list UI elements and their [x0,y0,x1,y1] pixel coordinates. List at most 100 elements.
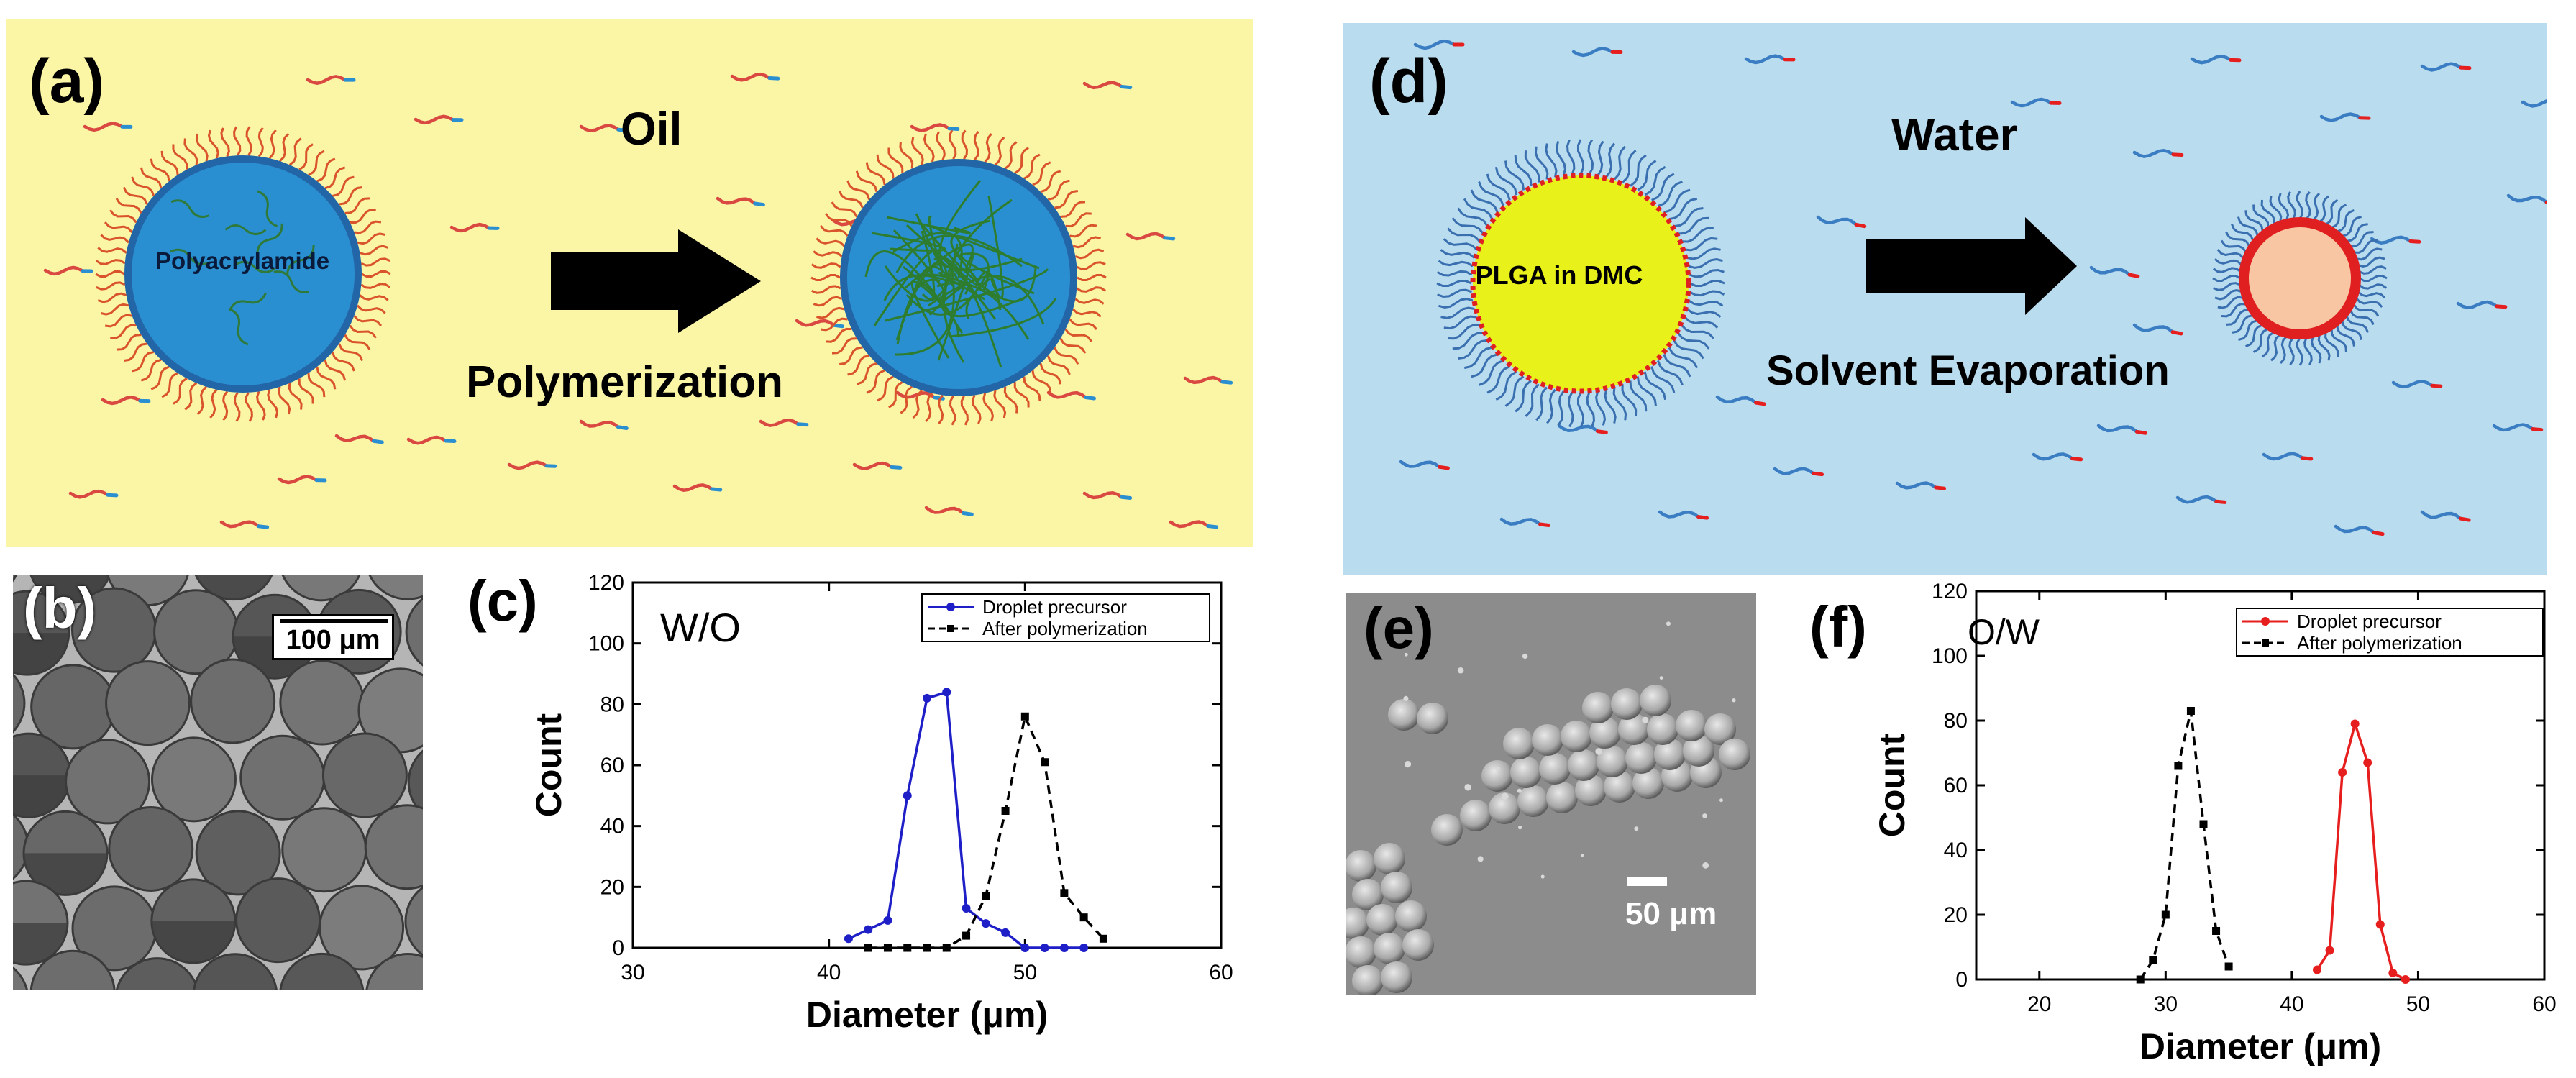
droplet-surfactant-tail [357,304,386,314]
plga-surfactant-tail [1457,207,1489,227]
microgel-surfactant-tail [1074,248,1105,260]
droplet-surfactant-tail [360,257,390,267]
droplet-surfactant-tail [173,378,188,405]
microsphere [1647,713,1678,745]
monomer-chain [273,270,309,293]
droplet [195,810,281,896]
legend-entry: After polymerization [2297,632,2462,654]
microgel-surfactant-tail [994,136,1005,166]
microgel-surfactant-tail [865,162,886,186]
droplet-surfactant-tail [104,314,132,328]
y-tick-label: 60 [1944,774,1968,798]
polymer-network-strand [938,180,1023,272]
microsphere-surfactant-tail [2237,319,2258,342]
droplet-surfactant-tail [324,166,346,190]
panel-e-sem-image: (e) 50 μm [1346,593,1756,995]
microgel-surfactant-tail [816,237,845,247]
microgel-surfactant-tail [825,213,853,227]
microgel-surfactant-tail [831,201,858,218]
microgel-surfactant-tail [888,381,903,408]
data-point [982,892,990,900]
microgel-surfactant-tail [984,133,992,163]
microgel-surfactant-tail [811,285,841,294]
plga-surfactant-tail [1463,198,1494,220]
data-point [2136,975,2145,984]
polymer-network-strand [895,234,1023,273]
microsphere [1683,735,1714,767]
plga-surfactant-tail [1515,380,1532,413]
polymer-network-strand [885,268,1049,322]
polymer-network-strand [895,262,959,341]
data-point [1001,807,1010,815]
plga-surfactant-tail [1681,227,1714,243]
legend-entry: Droplet precursor [982,596,1127,618]
surfactant-molecule [910,123,960,132]
plga-surfactant-tail [1525,383,1540,417]
plga-surfactant-tail [1524,150,1540,183]
microgel-surfactant-tail [1072,236,1101,249]
microgel-surfactant-tail [847,355,870,376]
droplet-surfactant-tail [109,209,137,224]
microgel-surfactant-tail [1003,386,1018,414]
microgel-surfactant-tail [1060,201,1086,218]
plga-surfactant-tail [1621,384,1638,416]
data-point [844,934,853,944]
microsphere-surfactant-tail [2212,275,2241,282]
legend-box [2236,608,2544,657]
plga-surfactant-tail [1605,142,1615,178]
microgel-surfactant-tail [813,296,843,307]
microgel-surfactant-tail [1065,212,1092,228]
surfactant-molecule [68,489,119,499]
surfactant-molecule [730,72,780,82]
droplet [364,804,423,890]
droplet [279,952,365,990]
microgel-surfactant-tail [961,129,969,160]
droplet-surfactant-tail [267,389,279,419]
microgel-surfactant-tail [855,170,878,193]
debris-particle [1403,695,1409,701]
plga-surfactant-tail [1504,160,1525,191]
surfactant-molecule [1658,510,1709,520]
monomer-chain [170,199,210,218]
microgel-surfactant-tail [1069,224,1097,238]
data-point [942,944,951,952]
droplet-surfactant-tail [332,175,355,197]
droplet-surfactant-tail [359,245,389,256]
droplet-surfactant-tail [360,283,391,289]
data-point [923,944,931,952]
droplet-surfactant-tail [324,359,347,381]
droplet-surfactant-tail [132,351,155,373]
microsphere-surfactant-tail [2324,332,2339,357]
plga-surfactant-tail [1535,386,1548,421]
data-point [1079,913,1088,922]
scale-bar-b-label: 100 μm [286,625,380,655]
microgel-surfactant-tail [1004,141,1018,170]
droplet-surfactant-tail [172,144,188,170]
surfactant-molecule [2262,452,2314,461]
droplet-surfactant-tail [161,372,178,398]
microsphere-surfactant-tail [2226,309,2250,326]
scale-bar-e [1627,877,1667,886]
droplet-surfactant-tail [209,388,218,419]
droplet-surfactant-tail [316,366,337,390]
droplet-surfactant-tail [298,378,314,404]
surfactant-molecule [1169,520,1219,529]
microsphere-surfactant-tail [2352,303,2380,317]
droplet-surfactant-tail [95,259,126,265]
droplet-surfactant-tail [220,127,230,157]
data-point [1001,928,1010,937]
droplet-surfactant-tail [245,392,253,422]
droplet [29,949,116,990]
droplet-surfactant-tail [95,270,125,278]
surfactant-molecule [2096,424,2147,435]
microsphere [1589,717,1621,749]
droplet-surfactant-tail [104,221,133,233]
droplet-surfactant-tail [344,334,371,350]
droplet-surfactant-tail [245,126,253,156]
panel-d-schematic [1399,39,2547,536]
debris-particle [1659,676,1663,680]
y-tick-label: 40 [600,815,624,839]
data-point [883,944,892,952]
plga-surfactant-tail [1689,290,1725,297]
microsphere-core [2239,217,2361,339]
